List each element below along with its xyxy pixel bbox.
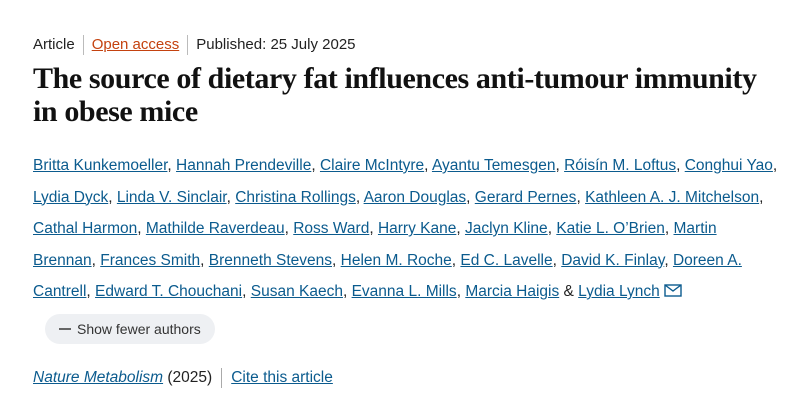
article-type: Article (33, 36, 75, 53)
minus-icon (59, 327, 71, 330)
author-link[interactable]: Ross Ward (293, 220, 370, 237)
separator: , (424, 157, 429, 174)
separator: , (664, 220, 670, 237)
separator: , (547, 220, 552, 237)
separator: , (86, 283, 91, 300)
separator: , (242, 283, 247, 300)
separator: , (342, 283, 348, 300)
author-list: Britta Kunkemoeller, Hannah Prendeville,… (33, 150, 778, 308)
separator: , (552, 251, 557, 269)
separator: , (137, 220, 142, 237)
author-link[interactable]: Aaron Douglas (363, 188, 467, 206)
citation: Nature Metabolism (2025) Cite this articl… (33, 367, 778, 388)
author-link[interactable]: Doreen A. Cantrell (33, 251, 742, 301)
open-access-link[interactable]: Open access (82, 35, 188, 55)
published-date: Published: 25 July 2025 (187, 35, 363, 55)
author-link[interactable]: Cathal Harmon (33, 220, 138, 237)
author-link[interactable]: Christina Rollings (235, 188, 356, 206)
divider (221, 367, 223, 388)
separator: , (456, 283, 461, 300)
author-link[interactable]: Lydia Lynch (578, 283, 660, 300)
article-title: The source of dietary fat influences ant… (33, 62, 757, 128)
article-meta: Article Open access Published: 25 July 2… (33, 34, 778, 56)
separator: , (664, 251, 669, 269)
separator: , (676, 157, 681, 174)
separator: , (167, 157, 172, 174)
author-link[interactable]: Susan Kaech (250, 283, 343, 300)
author-link[interactable]: Gerard Pernes (474, 188, 577, 206)
author-link[interactable]: Hannah Prendeville (176, 157, 312, 174)
separator: , (369, 220, 374, 237)
separator: , (311, 157, 316, 174)
separator: , (355, 188, 361, 206)
author-link[interactable]: Brenneth Stevens (208, 251, 333, 269)
cite-link[interactable]: Cite this article (231, 368, 333, 386)
author-link[interactable]: Lydia Dyck (33, 188, 109, 206)
author-link[interactable]: Claire McIntyre (319, 157, 425, 174)
author-link[interactable]: Conghui Yao (684, 157, 773, 174)
author-link[interactable]: Martin Brennan (33, 220, 717, 269)
author-link[interactable]: Ed C. Lavelle (460, 251, 553, 269)
separator: , (759, 188, 764, 206)
author-link[interactable]: Edward T. Chouchani (95, 283, 243, 300)
author-link[interactable]: Helen M. Roche (340, 251, 452, 269)
author-link[interactable]: Harry Kane (377, 220, 457, 237)
author-link[interactable]: Katie L. O’Brien (556, 220, 665, 237)
author-link[interactable]: Frances Smith (100, 251, 201, 269)
separator: , (772, 157, 778, 174)
author-link[interactable]: Linda V. Sinclair (116, 188, 227, 206)
separator: , (91, 251, 96, 269)
separator: , (332, 251, 337, 269)
conjunction: & (563, 283, 574, 300)
author-link[interactable]: David K. Finlay (561, 251, 665, 269)
separator: , (226, 188, 231, 206)
author-link[interactable]: Mathilde Raverdeau (145, 220, 285, 237)
separator: , (576, 188, 581, 206)
author-link[interactable]: Róisín M. Loftus (564, 157, 677, 174)
separator: , (108, 188, 113, 206)
show-fewer-authors-button[interactable]: Show fewer authors (45, 313, 215, 344)
author-link[interactable]: Britta Kunkemoeller (33, 157, 168, 174)
separator: , (555, 157, 560, 174)
separator: , (284, 220, 289, 237)
separator: , (200, 251, 205, 269)
button-label: Show fewer authors (77, 320, 201, 337)
separator: , (451, 251, 457, 269)
separator: , (456, 220, 461, 237)
author-link[interactable]: Marcia Haigis (465, 283, 560, 300)
author-link[interactable]: Kathleen A. J. Mitchelson (585, 188, 760, 206)
email-icon[interactable] (664, 284, 682, 297)
separator: , (466, 188, 471, 206)
journal-link[interactable]: Nature Metabolism (33, 368, 164, 386)
author-link[interactable]: Jaclyn Kline (464, 220, 548, 237)
article-header: Article Open access Published: 25 July 2… (33, 34, 778, 388)
author-link[interactable]: Ayantu Temesgen (431, 157, 556, 174)
author-link[interactable]: Evanna L. Mills (351, 283, 457, 300)
year: (2025) (167, 368, 213, 386)
